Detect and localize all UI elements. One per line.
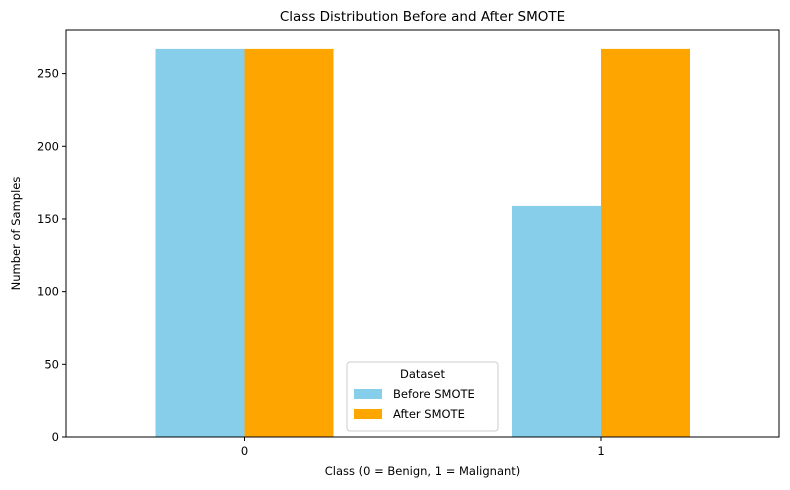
legend-swatch [354,409,382,419]
bar-after-smote-class-0 [244,48,334,438]
y-tick-label: 150 [37,212,59,226]
legend-label: After SMOTE [393,407,465,421]
legend-swatch [354,389,382,399]
legend-title: Dataset [400,367,446,381]
chart-title: Class Distribution Before and After SMOT… [280,9,565,25]
y-tick-label: 250 [37,67,59,81]
y-tick-label: 200 [37,139,59,153]
bar-after-smote-class-1 [601,48,690,438]
y-tick-label: 0 [52,430,59,444]
bar-before-smote-class-0 [155,48,245,438]
bars-group [155,48,690,438]
y-tick-label: 50 [44,357,59,371]
legend-box [346,361,499,432]
legend: Dataset Before SMOTE After SMOTE [346,361,499,432]
x-tick-label: 0 [241,444,248,458]
bar-before-smote-class-1 [512,205,601,437]
y-axis: 0 50 100 150 200 250 [37,67,66,444]
y-axis-label: Number of Samples [9,177,23,291]
x-axis-label: Class (0 = Benign, 1 = Malignant) [325,464,521,478]
y-tick-label: 100 [37,285,59,299]
x-tick-label: 1 [597,444,604,458]
plot-frame [65,29,780,438]
legend-label: Before SMOTE [393,387,475,401]
